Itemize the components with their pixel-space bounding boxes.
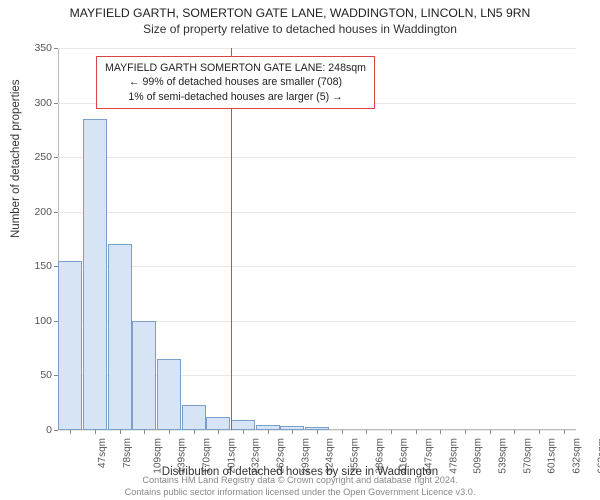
y-tick-label: 0 xyxy=(22,424,52,436)
x-tick xyxy=(243,430,244,434)
x-tick xyxy=(465,430,466,434)
y-tick xyxy=(54,212,58,213)
x-tick xyxy=(268,430,269,434)
x-tick xyxy=(120,430,121,434)
footer-line1: Contains HM Land Registry data © Crown c… xyxy=(0,475,600,487)
chart-title-main: MAYFIELD GARTH, SOMERTON GATE LANE, WADD… xyxy=(0,6,600,20)
y-axis-label: Number of detached properties xyxy=(10,79,22,238)
y-tick-label: 300 xyxy=(22,97,52,109)
x-tick-label: 78sqm xyxy=(122,438,133,468)
gridline xyxy=(58,157,576,158)
histogram-bar xyxy=(182,405,206,430)
chart-footer: Contains HM Land Registry data © Crown c… xyxy=(0,475,600,498)
histogram-bar xyxy=(132,321,156,430)
footer-line2: Contains public sector information licen… xyxy=(0,487,600,499)
histogram-bar xyxy=(58,261,82,430)
y-tick-label: 200 xyxy=(22,206,52,218)
x-tick xyxy=(95,430,96,434)
annotation-line1: MAYFIELD GARTH SOMERTON GATE LANE: 248sq… xyxy=(105,61,366,75)
y-tick-label: 150 xyxy=(22,260,52,272)
x-tick xyxy=(292,430,293,434)
y-tick-label: 350 xyxy=(22,42,52,54)
x-tick xyxy=(317,430,318,434)
x-tick xyxy=(218,430,219,434)
x-tick xyxy=(342,430,343,434)
histogram-bar xyxy=(206,417,230,430)
annotation-box: MAYFIELD GARTH SOMERTON GATE LANE: 248sq… xyxy=(96,56,375,109)
y-tick xyxy=(54,103,58,104)
x-tick xyxy=(391,430,392,434)
annotation-line3: 1% of semi-detached houses are larger (5… xyxy=(105,90,366,104)
x-tick xyxy=(169,430,170,434)
x-tick xyxy=(440,430,441,434)
annotation-line2: ← 99% of detached houses are smaller (70… xyxy=(105,75,366,89)
x-tick xyxy=(564,430,565,434)
y-tick xyxy=(54,48,58,49)
x-tick xyxy=(490,430,491,434)
histogram-bar xyxy=(83,119,107,430)
x-tick-label: 47sqm xyxy=(97,438,108,468)
x-tick xyxy=(416,430,417,434)
y-tick-label: 50 xyxy=(22,369,52,381)
x-tick xyxy=(144,430,145,434)
histogram-bar xyxy=(231,420,255,430)
gridline xyxy=(58,212,576,213)
gridline xyxy=(58,48,576,49)
y-tick xyxy=(54,157,58,158)
y-tick-label: 100 xyxy=(22,315,52,327)
y-tick xyxy=(54,430,58,431)
y-tick-label: 250 xyxy=(22,151,52,163)
x-tick xyxy=(539,430,540,434)
x-tick xyxy=(514,430,515,434)
gridline xyxy=(58,266,576,267)
histogram-bar xyxy=(108,244,132,430)
x-tick xyxy=(70,430,71,434)
x-tick xyxy=(194,430,195,434)
histogram-bar xyxy=(157,359,181,430)
x-tick xyxy=(366,430,367,434)
chart-title-sub: Size of property relative to detached ho… xyxy=(0,22,600,36)
